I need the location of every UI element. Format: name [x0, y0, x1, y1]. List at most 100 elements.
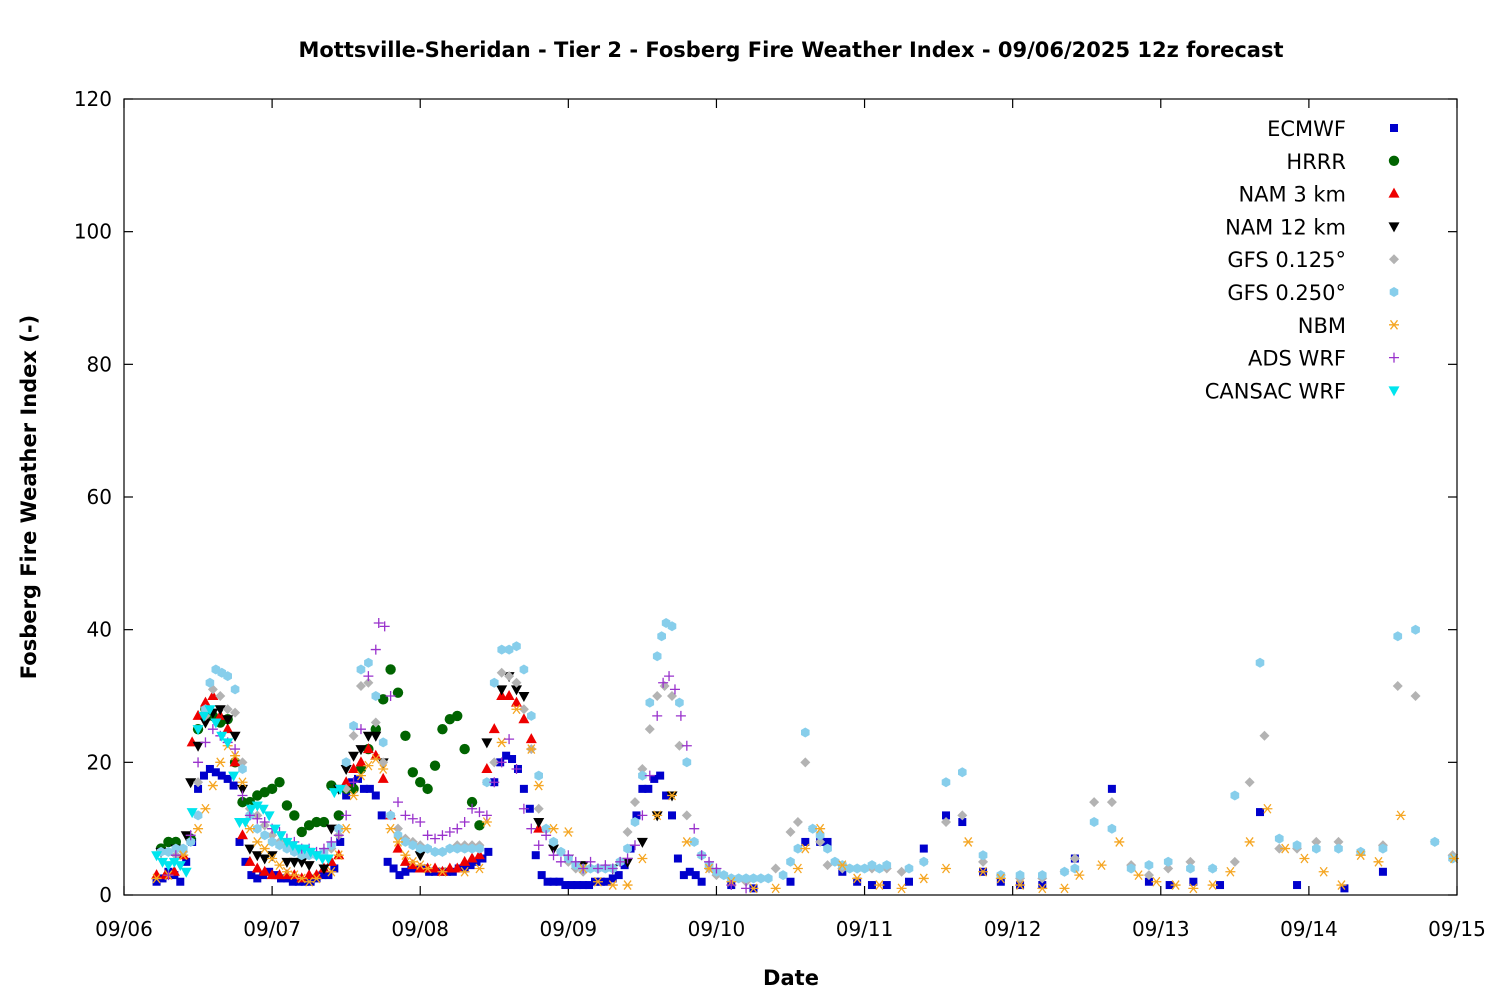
data-point: [1373, 856, 1384, 867]
data-point: [377, 811, 386, 820]
data-point: [749, 873, 758, 884]
data-point: [318, 843, 329, 854]
data-point: [1133, 870, 1144, 880]
data-point: [355, 756, 367, 767]
data-point: [399, 855, 411, 866]
data-point: [407, 859, 419, 870]
data-point: [266, 851, 278, 862]
data-point: [630, 817, 640, 827]
chart-title: Mottsville-Sheridan - Tier 2 - Fosberg F…: [298, 38, 1283, 62]
data-point: [510, 696, 522, 707]
data-point: [504, 734, 515, 745]
data-point: [194, 784, 203, 793]
data-point: [650, 774, 659, 783]
data-point: [904, 863, 914, 874]
data-point: [244, 823, 255, 834]
data-point: [459, 855, 471, 866]
data-point: [874, 880, 885, 890]
data-point: [311, 869, 323, 880]
data-point: [657, 631, 666, 642]
data-point: [1318, 866, 1329, 877]
data-point: [503, 690, 515, 700]
data-point: [664, 671, 675, 682]
data-point: [1293, 881, 1302, 890]
data-point: [386, 810, 395, 821]
data-point: [563, 827, 574, 837]
data-point: [236, 829, 248, 840]
data-point: [1225, 866, 1236, 877]
data-point: [1096, 860, 1107, 871]
data-point: [228, 771, 240, 782]
data-point: [622, 880, 633, 890]
data-point: [658, 677, 669, 688]
data-point: [168, 857, 180, 868]
data-point: [691, 871, 700, 880]
data-point: [996, 870, 1006, 881]
data-point: [355, 770, 366, 781]
data-point: [205, 677, 215, 688]
data-point: [942, 811, 951, 820]
data-point: [860, 863, 869, 874]
legend-label: GFS 0.125°: [1227, 248, 1346, 272]
data-point: [801, 837, 810, 846]
data-point: [325, 824, 337, 835]
data-point: [1144, 860, 1154, 871]
data-point: [1259, 730, 1270, 741]
x-tick-label: 09/14: [1280, 917, 1338, 941]
data-point: [252, 813, 263, 824]
data-point: [393, 837, 404, 847]
data-point: [378, 764, 389, 774]
data-point: [512, 641, 521, 652]
data-point: [275, 831, 287, 842]
data-point: [237, 796, 248, 808]
data-point: [614, 871, 623, 880]
data-point: [511, 677, 522, 688]
data-point: [685, 867, 694, 876]
data-point: [460, 843, 469, 854]
data-point: [253, 823, 262, 834]
data-point: [241, 857, 250, 866]
data-point: [1333, 836, 1344, 847]
data-point: [1015, 870, 1025, 881]
data-point: [1170, 880, 1181, 890]
data-point: [430, 846, 440, 857]
data-point: [481, 738, 493, 749]
data-point: [689, 836, 699, 847]
data-point: [561, 881, 570, 890]
data-point: [958, 818, 967, 827]
data-point: [734, 873, 743, 884]
data-point: [815, 830, 825, 841]
data-point: [281, 837, 293, 848]
y-tick-label: 0: [99, 883, 112, 907]
data-point: [592, 876, 603, 887]
data-point: [222, 723, 234, 734]
data-point: [537, 871, 546, 880]
data-point: [282, 843, 292, 854]
data-point: [867, 881, 876, 890]
data-point: [496, 667, 507, 678]
data-point: [444, 826, 455, 837]
data-point: [259, 865, 271, 876]
data-point: [510, 685, 522, 696]
data-point: [415, 860, 426, 871]
data-point: [764, 873, 773, 884]
data-point: [422, 830, 433, 841]
data-point: [185, 830, 196, 841]
data-point: [437, 723, 448, 735]
data-point: [585, 881, 594, 890]
data-point: [541, 823, 551, 834]
data-point: [363, 677, 374, 688]
data-point: [215, 757, 226, 768]
data-point: [238, 764, 247, 774]
data-point: [637, 853, 648, 864]
data-point: [815, 823, 826, 834]
data-point: [652, 710, 663, 721]
data-point: [237, 757, 248, 768]
data-point: [395, 871, 404, 880]
data-point: [370, 754, 381, 764]
data-point: [1107, 784, 1116, 793]
data-point: [371, 691, 381, 701]
data-point: [474, 863, 485, 874]
data-point: [823, 843, 832, 854]
